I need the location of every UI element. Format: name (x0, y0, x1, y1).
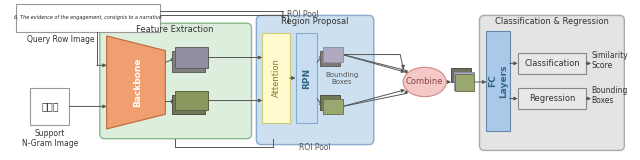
Text: Backbone: Backbone (134, 57, 143, 107)
Text: RPN: RPN (302, 68, 311, 89)
Text: Bounding
Boxes: Bounding Boxes (591, 86, 627, 105)
Bar (451, 68, 470, 82)
Text: 6. The evidence of the engagement, consignis to a narrative: 6. The evidence of the engagement, consi… (14, 15, 162, 20)
Text: Feature Extraction: Feature Extraction (136, 25, 214, 34)
Bar (172, 95, 205, 114)
Bar (15, 4, 161, 32)
Text: 𝔪𝔯𝔲: 𝔪𝔯𝔲 (41, 101, 59, 111)
Ellipse shape (403, 67, 446, 97)
Polygon shape (107, 36, 165, 129)
Bar (454, 72, 474, 90)
Bar (518, 88, 586, 109)
FancyBboxPatch shape (257, 15, 374, 145)
Text: Regression: Regression (529, 94, 575, 103)
Bar (320, 51, 340, 66)
Bar (262, 33, 290, 123)
Text: FC
Layers: FC Layers (488, 64, 508, 98)
Text: Bounding
Boxes: Bounding Boxes (325, 72, 358, 84)
Text: ROI Pool: ROI Pool (300, 143, 331, 152)
Bar (455, 74, 474, 91)
Text: Classification & Regression: Classification & Regression (495, 17, 609, 26)
Bar (323, 47, 342, 62)
Bar (486, 31, 510, 131)
Text: ROI Pool: ROI Pool (287, 10, 318, 19)
Bar (296, 33, 317, 123)
Bar (172, 51, 205, 72)
Bar (518, 53, 586, 74)
Text: Support
N-Gram Image: Support N-Gram Image (22, 129, 78, 148)
Bar (175, 91, 209, 110)
Text: Classification: Classification (524, 59, 580, 68)
FancyBboxPatch shape (100, 23, 252, 139)
Bar (30, 88, 70, 125)
Bar (175, 47, 209, 68)
Text: Combine: Combine (406, 77, 444, 86)
Text: Region Proposal: Region Proposal (282, 17, 349, 26)
Bar (323, 99, 342, 114)
Text: Attention: Attention (271, 59, 280, 97)
Bar (320, 95, 340, 110)
Text: Similarity
Score: Similarity Score (591, 51, 628, 70)
Text: Query Row Image: Query Row Image (27, 35, 95, 44)
FancyBboxPatch shape (479, 15, 625, 150)
